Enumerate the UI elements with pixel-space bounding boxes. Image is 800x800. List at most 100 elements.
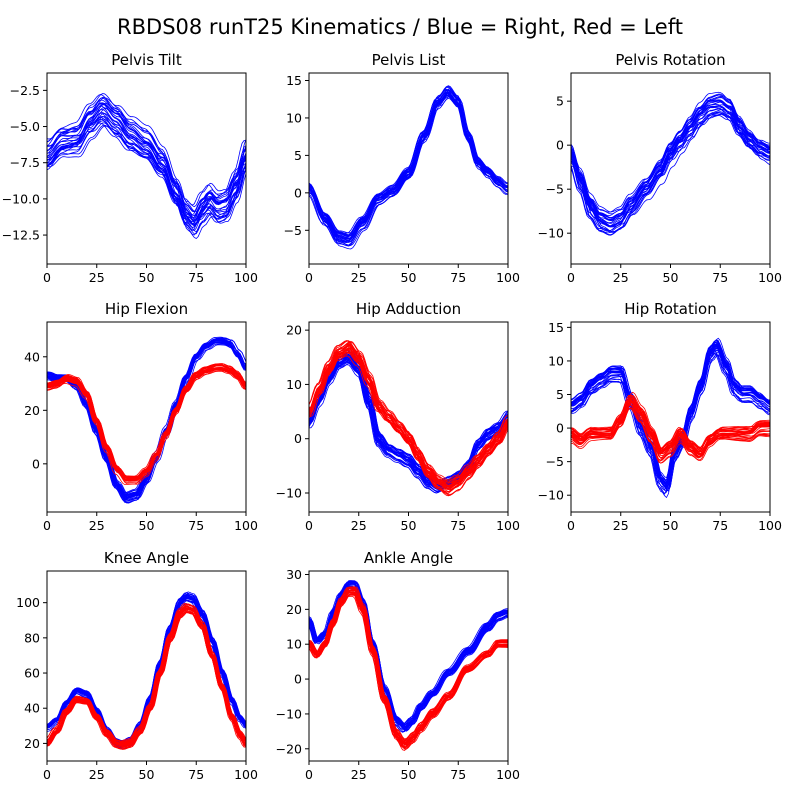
- y-tick-label: 100: [16, 595, 40, 610]
- trial-curve-left: [309, 350, 508, 495]
- trial-curve-right: [571, 97, 770, 215]
- series-group: [309, 580, 508, 751]
- trial-curve-left: [47, 368, 246, 485]
- trial-curve-right: [309, 355, 508, 490]
- y-tick-label: 40: [24, 701, 40, 716]
- trial-curve-left: [309, 355, 508, 493]
- panel-title: Pelvis Tilt: [111, 51, 182, 69]
- y-tick-label: −10: [538, 226, 564, 241]
- y-tick-label: 15: [548, 320, 564, 335]
- x-tick-label: 75: [188, 767, 204, 782]
- x-tick-label: 25: [613, 270, 629, 285]
- trial-curve-left: [47, 368, 246, 481]
- y-tick-label: −10.0: [2, 191, 40, 206]
- panel-title: Pelvis List: [372, 51, 446, 69]
- y-tick-label: 10: [286, 377, 302, 392]
- y-tick-label: 15: [286, 73, 302, 88]
- trial-curve-left: [309, 351, 508, 493]
- x-tick-label: 100: [234, 767, 258, 782]
- x-tick-label: 50: [139, 767, 155, 782]
- trial-curve-left: [571, 407, 770, 461]
- trial-curve-right: [571, 112, 770, 232]
- x-tick-label: 75: [712, 270, 728, 285]
- x-tick-label: 50: [401, 518, 417, 533]
- x-tick-label: 0: [305, 767, 313, 782]
- y-tick-label: 20: [24, 403, 40, 418]
- x-tick-label: 100: [496, 270, 520, 285]
- y-tick-label: −7.5: [10, 155, 40, 170]
- trial-curve-left: [47, 612, 246, 747]
- trial-curve-right: [309, 89, 508, 239]
- figure-title: RBDS08 runT25 Kinematics / Blue = Right,…: [117, 15, 683, 39]
- y-tick-label: 5: [556, 387, 564, 402]
- trial-curve-left: [309, 349, 508, 497]
- trial-curve-right: [47, 112, 246, 225]
- panel-title: Knee Angle: [104, 549, 189, 567]
- trial-curve-right: [47, 102, 246, 221]
- x-tick-label: 50: [663, 270, 679, 285]
- x-tick-label: 100: [234, 270, 258, 285]
- trial-curve-right: [571, 101, 770, 224]
- y-tick-label: −5: [546, 182, 564, 197]
- trial-curve-right: [309, 361, 508, 493]
- trial-curve-right: [571, 105, 770, 227]
- x-tick-label: 50: [401, 767, 417, 782]
- y-tick-label: 0: [294, 185, 302, 200]
- axes-frame: [46, 72, 247, 265]
- x-tick-label: 75: [450, 767, 466, 782]
- trial-curve-left: [309, 351, 508, 493]
- x-tick-label: 100: [758, 518, 782, 533]
- trial-curve-right: [571, 354, 770, 492]
- trial-curve-left: [47, 605, 246, 750]
- y-tick-label: −5: [546, 454, 564, 469]
- trial-curve-left: [571, 394, 770, 452]
- trial-curve-right: [571, 339, 770, 486]
- x-tick-label: 0: [567, 518, 575, 533]
- x-tick-label: 75: [188, 270, 204, 285]
- trial-curve-right: [309, 96, 508, 246]
- y-tick-label: 0: [556, 421, 564, 436]
- y-tick-label: 5: [294, 148, 302, 163]
- series-group: [47, 93, 246, 240]
- panel-pelvis-tilt: Pelvis Tilt 0 25 50 75 100 −2.5 −5.0 −7.5 −10.0 −1…: [2, 51, 258, 285]
- x-tick-label: 25: [351, 767, 367, 782]
- trial-curve-right: [571, 93, 770, 213]
- panel-title: Ankle Angle: [364, 549, 453, 567]
- trial-curve-right: [309, 356, 508, 492]
- y-tick-label: 0: [556, 138, 564, 153]
- x-tick-label: 75: [188, 518, 204, 533]
- trial-curve-right: [309, 358, 508, 490]
- x-tick-label: 0: [43, 767, 51, 782]
- trial-curve-right: [309, 362, 508, 490]
- y-tick-label: 10: [286, 110, 302, 125]
- series-group: [47, 591, 246, 750]
- trial-curve-right: [309, 356, 508, 491]
- trial-curve-left: [309, 344, 508, 483]
- y-tick-label: 20: [24, 736, 40, 751]
- panel-title: Hip Adduction: [356, 300, 461, 318]
- x-tick-label: 25: [351, 270, 367, 285]
- trial-curve-right: [309, 94, 508, 246]
- x-tick-label: 0: [567, 270, 575, 285]
- y-tick-label: 80: [24, 630, 40, 645]
- series-group: [571, 91, 770, 236]
- x-tick-label: 75: [450, 518, 466, 533]
- trial-curve-left: [571, 407, 770, 464]
- trial-curve-right: [571, 100, 770, 219]
- x-tick-label: 50: [139, 270, 155, 285]
- y-tick-label: −5: [284, 223, 302, 238]
- trial-curve-left: [47, 363, 246, 478]
- trial-curve-right: [47, 116, 246, 231]
- trial-curve-right: [309, 356, 508, 493]
- y-tick-label: −10: [538, 488, 564, 503]
- x-tick-label: 25: [89, 767, 105, 782]
- axes-frame: [308, 321, 509, 513]
- x-tick-label: 50: [401, 270, 417, 285]
- x-tick-label: 25: [613, 518, 629, 533]
- trial-curve-left: [309, 586, 508, 748]
- x-tick-label: 75: [450, 270, 466, 285]
